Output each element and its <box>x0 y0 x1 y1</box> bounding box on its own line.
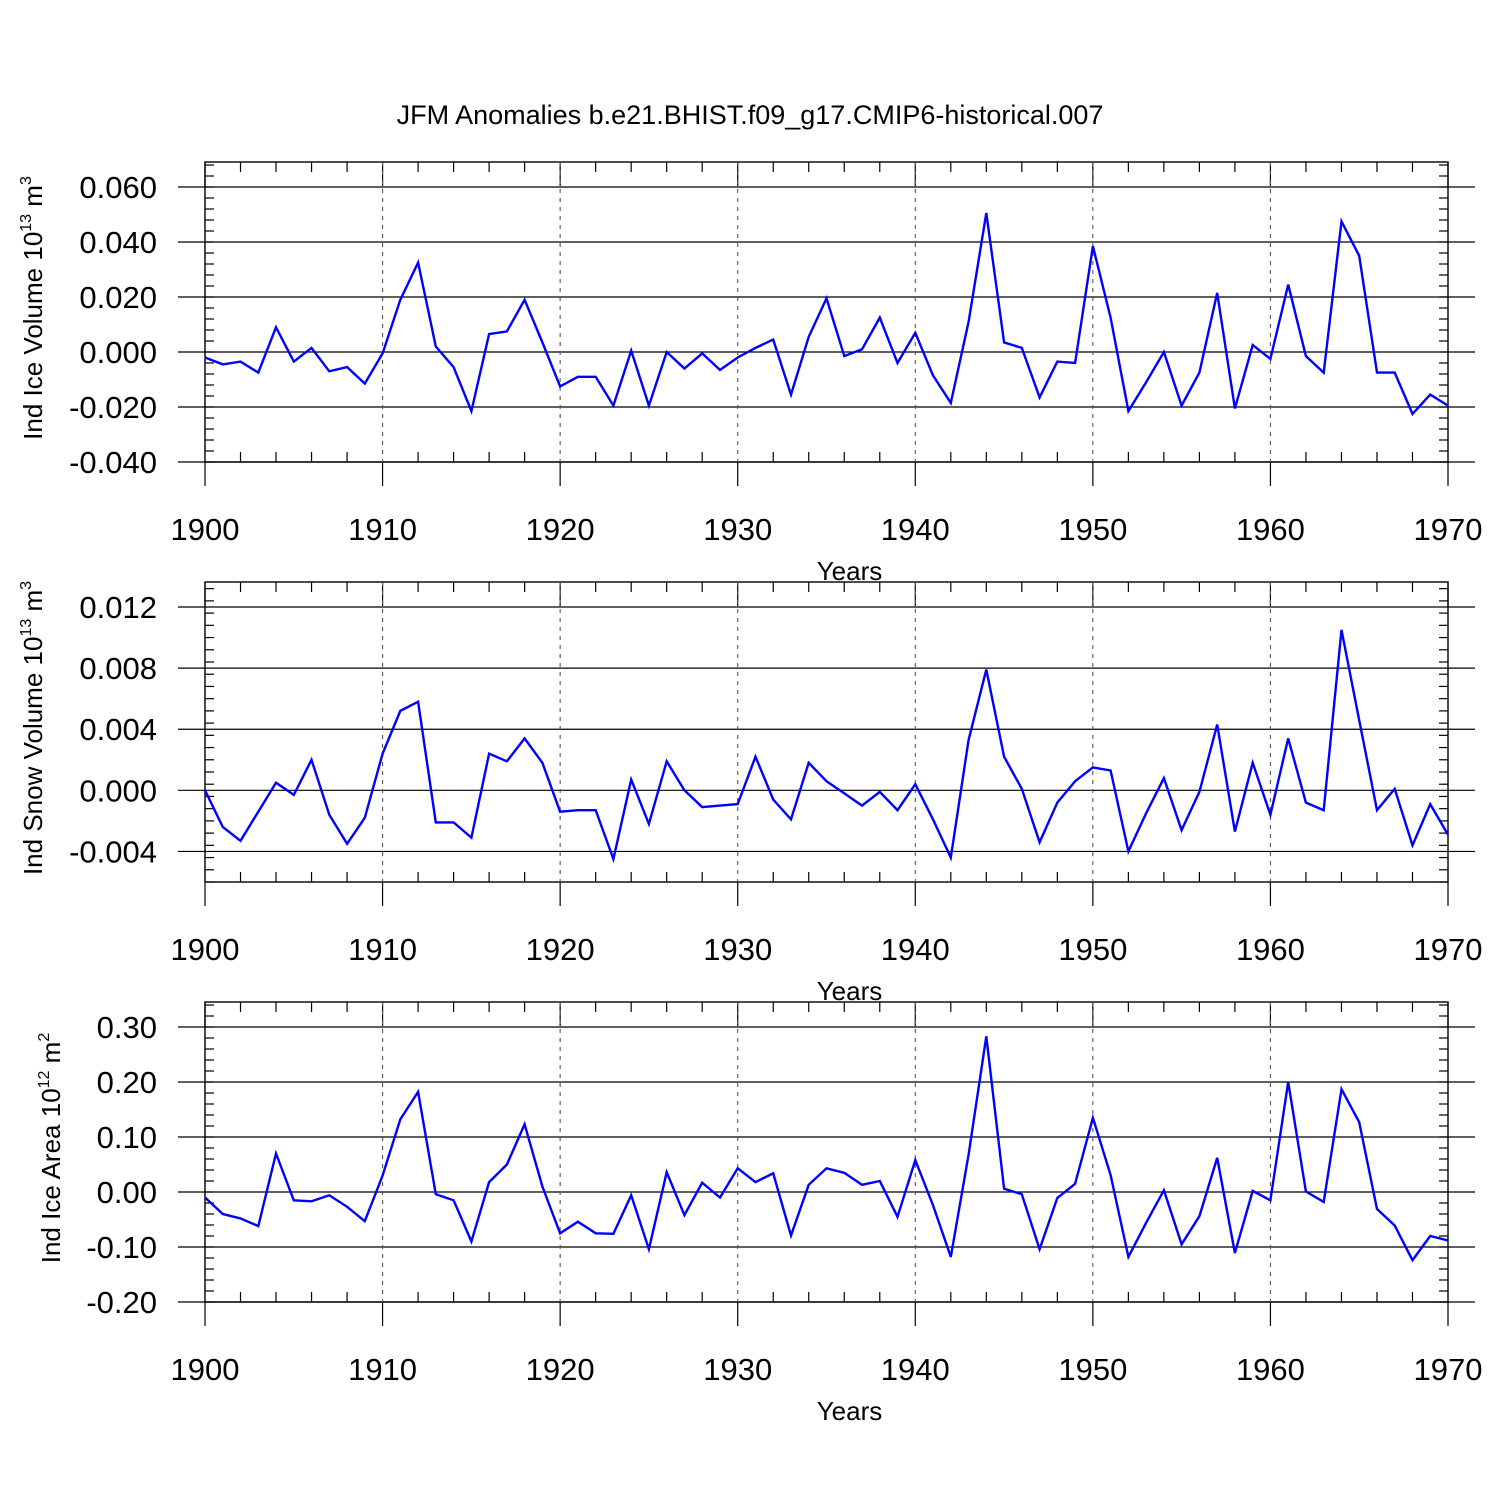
y-tick-label: 0.008 <box>79 651 157 686</box>
y-tick-label: 0.000 <box>79 773 157 808</box>
x-tick-label: 1960 <box>1236 932 1305 967</box>
y-tick-label: -0.020 <box>69 390 157 425</box>
y-label-exponent: 13 <box>18 619 35 637</box>
series-line <box>203 629 1450 864</box>
y-tick-label: -0.20 <box>86 1285 157 1320</box>
x-tick-label: 1960 <box>1236 512 1305 547</box>
y-tick-label: 0.30 <box>97 1010 157 1045</box>
plot-frame <box>204 581 1449 883</box>
x-tick-label: 1940 <box>881 1352 950 1387</box>
x-tick-label: 1930 <box>703 512 772 547</box>
y-label-unit-exponent: 2 <box>36 1033 53 1042</box>
y-label-main: Ind Snow Volume 10 <box>18 637 48 876</box>
plot-frame <box>204 161 1449 463</box>
x-tick-label: 1900 <box>171 512 240 547</box>
x-tick-label: 1910 <box>348 932 417 967</box>
x-tick-label: 1900 <box>171 932 240 967</box>
y-label-unit: m <box>36 1042 66 1071</box>
y-tick-label: 0.20 <box>97 1065 157 1100</box>
y-tick-label: 0.012 <box>79 590 157 625</box>
x-tick-label: 1970 <box>1414 932 1483 967</box>
x-tick-label: 1970 <box>1414 1352 1483 1387</box>
y-axis-label: Ind Ice Volume 1013 m3 <box>18 176 48 440</box>
x-tick-label: 1910 <box>348 512 417 547</box>
y-tick-label: 0.040 <box>79 225 157 260</box>
y-tick-label: 0.060 <box>79 170 157 205</box>
y-label-exponent: 12 <box>36 1070 53 1088</box>
x-tick-label: 1950 <box>1058 512 1127 547</box>
y-tick-label: 0.000 <box>79 335 157 370</box>
y-tick-label: -0.004 <box>69 834 157 869</box>
x-tick-label: 1920 <box>526 932 595 967</box>
x-tick-label: 1910 <box>348 1352 417 1387</box>
plot-frame <box>204 1001 1449 1303</box>
x-tick-label: 1920 <box>526 512 595 547</box>
y-tick-label: 0.020 <box>79 280 157 315</box>
x-tick-label: 1930 <box>703 932 772 967</box>
x-axis-label: Years <box>817 1396 883 1426</box>
y-label-exponent: 13 <box>18 214 35 232</box>
y-label-unit: m <box>18 185 48 214</box>
panel-2: -0.004 0.000 0.004 0.008 0.012 1900 1910 1920 19… <box>18 581 1482 1006</box>
y-label-main: Ind Ice Volume 10 <box>18 232 48 440</box>
y-label-unit-exponent: 3 <box>18 176 35 185</box>
y-tick-label: 0.004 <box>79 712 157 747</box>
x-tick-label: 1920 <box>526 1352 595 1387</box>
y-tick-label: 0.10 <box>97 1120 157 1155</box>
x-tick-label: 1960 <box>1236 1352 1305 1387</box>
panel-3: -0.20 -0.10 0.00 0.10 0.20 0.30 1900 1910 1920 19… <box>36 1001 1483 1426</box>
y-tick-label: -0.040 <box>69 445 157 480</box>
x-tick-label: 1970 <box>1414 512 1483 547</box>
y-tick-label: 0.00 <box>97 1175 157 1210</box>
x-tick-label: 1950 <box>1058 1352 1127 1387</box>
x-axis-label: Years <box>817 556 883 586</box>
y-label-unit-exponent: 3 <box>18 581 35 590</box>
y-label-unit: m <box>18 590 48 619</box>
series-line <box>204 1036 1449 1263</box>
x-tick-label: 1900 <box>171 1352 240 1387</box>
x-tick-label: 1950 <box>1058 932 1127 967</box>
series-line <box>204 212 1449 417</box>
y-axis-label: Ind Ice Area 1012 m2 <box>36 1033 66 1264</box>
figure-title: JFM Anomalies b.e21.BHIST.f09_g17.CMIP6-… <box>397 100 1104 130</box>
y-axis-label: Ind Snow Volume 1013 m3 <box>18 581 48 875</box>
x-tick-label: 1930 <box>703 1352 772 1387</box>
y-label-main: Ind Ice Area 10 <box>36 1088 66 1263</box>
panels: -0.040 -0.020 0.000 0.020 0.040 0.060 1900 1910… <box>18 161 1483 1426</box>
panel-1: -0.040 -0.020 0.000 0.020 0.040 0.060 1900 1910… <box>18 161 1483 586</box>
x-tick-label: 1940 <box>881 932 950 967</box>
x-axis-label: Years <box>817 976 883 1006</box>
x-tick-label: 1940 <box>881 512 950 547</box>
y-tick-label: -0.10 <box>86 1230 157 1265</box>
